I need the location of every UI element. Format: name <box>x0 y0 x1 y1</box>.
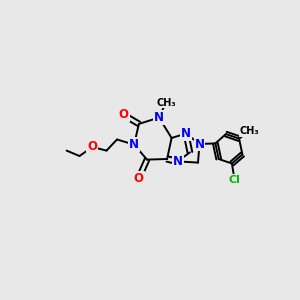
Text: Cl: Cl <box>229 175 241 185</box>
Text: O: O <box>118 108 129 122</box>
Text: N: N <box>172 155 183 168</box>
Text: N: N <box>129 138 139 151</box>
Text: N: N <box>154 111 164 124</box>
Text: O: O <box>87 140 98 154</box>
Text: CH₃: CH₃ <box>156 98 176 108</box>
Text: O: O <box>134 172 144 185</box>
Text: CH₃: CH₃ <box>240 126 260 136</box>
Text: N: N <box>194 137 205 151</box>
Text: N: N <box>181 127 191 140</box>
